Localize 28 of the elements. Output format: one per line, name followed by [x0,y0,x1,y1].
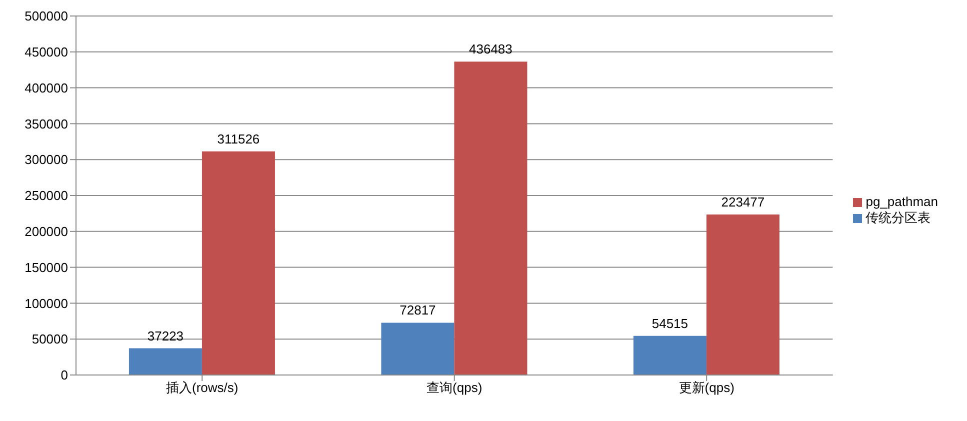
x-tick-label: 插入(rows/s) [166,380,238,396]
bar [202,151,275,375]
y-tick-label: 350000 [24,116,68,132]
y-tick-label: 0 [60,368,68,383]
y-tick-label: 50000 [32,332,68,347]
y-tick-label: 400000 [24,80,68,96]
x-tick-label: 查询(qps) [426,380,482,396]
y-tick-label: 250000 [24,188,68,204]
y-tick-label: 300000 [24,152,68,168]
y-tick-label: 100000 [24,296,68,311]
data-label: 311526 [217,131,260,146]
x-tick-label: 更新(qps) [678,380,734,396]
bar [706,214,780,375]
data-label: 37223 [147,328,184,344]
y-tick-label: 150000 [24,260,68,275]
y-tick-label: 500000 [24,8,68,24]
legend-label: 传统分区表 [866,210,931,225]
bar [381,322,454,375]
y-tick-label: 200000 [24,224,68,240]
data-label: 54515 [652,316,688,331]
bar [633,336,706,375]
legend-label: pg_pathman [866,194,938,209]
data-label: 72817 [400,302,436,318]
data-label: 223477 [721,194,765,210]
bar [128,348,202,375]
bar [454,62,528,375]
data-label: 436483 [469,42,512,57]
y-tick-label: 450000 [24,44,68,60]
